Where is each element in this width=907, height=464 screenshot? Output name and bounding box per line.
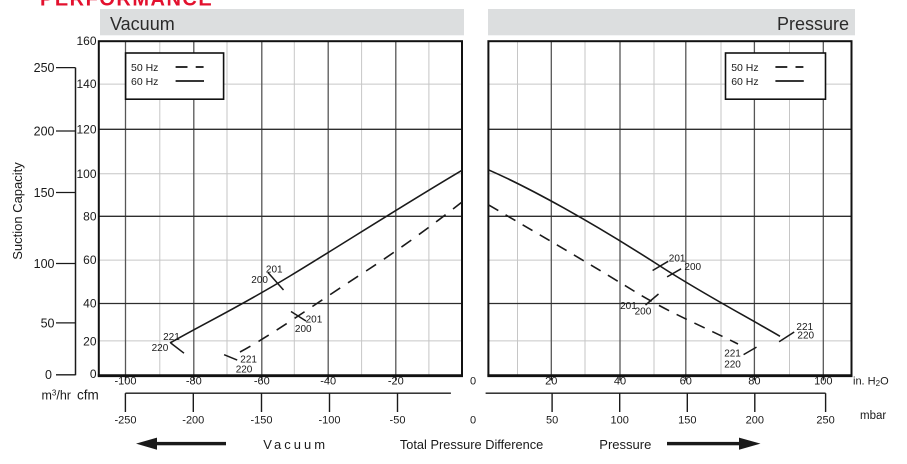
svg-text:60 Hz: 60 Hz xyxy=(131,76,158,88)
svg-text:-50: -50 xyxy=(390,415,406,427)
svg-text:250: 250 xyxy=(816,415,834,427)
svg-text:140: 140 xyxy=(76,77,96,91)
svg-text:220: 220 xyxy=(152,343,169,354)
svg-text:220: 220 xyxy=(724,360,741,371)
svg-text:221: 221 xyxy=(796,322,813,333)
svg-text:Pressure: Pressure xyxy=(599,437,651,452)
svg-text:200: 200 xyxy=(635,307,652,318)
svg-text:-150: -150 xyxy=(250,415,272,427)
svg-text:Pressure: Pressure xyxy=(777,14,849,34)
svg-text:201: 201 xyxy=(306,315,323,326)
svg-text:100: 100 xyxy=(611,415,629,427)
svg-text:in. H2O: in. H2O xyxy=(853,376,889,389)
svg-text:221: 221 xyxy=(163,332,180,343)
svg-text:Vacuum: Vacuum xyxy=(110,14,175,34)
svg-text:200: 200 xyxy=(34,124,55,138)
svg-text:150: 150 xyxy=(34,186,55,200)
svg-text:m3/hr: m3/hr xyxy=(42,389,71,403)
svg-text:-100: -100 xyxy=(114,376,136,388)
svg-text:Vacuum: Vacuum xyxy=(263,437,328,452)
svg-text:Suction Capacity: Suction Capacity xyxy=(10,162,25,260)
svg-text:80: 80 xyxy=(83,209,97,223)
svg-text:50 Hz: 50 Hz xyxy=(731,62,758,74)
svg-text:200: 200 xyxy=(684,262,701,273)
svg-text:Total Pressure Difference: Total Pressure Difference xyxy=(400,437,543,452)
svg-text:201: 201 xyxy=(669,254,686,265)
svg-text:120: 120 xyxy=(76,122,96,136)
svg-text:220: 220 xyxy=(236,364,253,375)
svg-text:40: 40 xyxy=(83,297,97,311)
svg-text:20: 20 xyxy=(83,335,97,349)
svg-text:40: 40 xyxy=(614,376,626,388)
svg-text:80: 80 xyxy=(748,376,760,388)
svg-text:cfm: cfm xyxy=(77,388,99,403)
svg-text:-60: -60 xyxy=(254,376,270,388)
svg-text:mbar: mbar xyxy=(860,410,886,422)
svg-text:100: 100 xyxy=(34,257,55,271)
svg-text:200: 200 xyxy=(746,415,764,427)
svg-text:50: 50 xyxy=(41,316,55,330)
svg-text:201: 201 xyxy=(266,264,283,275)
svg-text:100: 100 xyxy=(814,376,832,388)
svg-text:-80: -80 xyxy=(186,376,202,388)
svg-text:-200: -200 xyxy=(182,415,204,427)
svg-text:PERFORMANCE: PERFORMANCE xyxy=(40,0,213,11)
svg-text:0: 0 xyxy=(470,376,476,388)
svg-text:160: 160 xyxy=(76,34,96,48)
svg-text:200: 200 xyxy=(295,324,312,335)
svg-text:250: 250 xyxy=(34,61,55,75)
svg-text:100: 100 xyxy=(76,167,96,181)
svg-text:-40: -40 xyxy=(320,376,336,388)
svg-text:0: 0 xyxy=(470,415,476,427)
svg-text:150: 150 xyxy=(678,415,696,427)
svg-text:221: 221 xyxy=(724,349,741,360)
svg-text:-250: -250 xyxy=(114,415,136,427)
svg-text:-100: -100 xyxy=(318,415,340,427)
svg-text:50 Hz: 50 Hz xyxy=(131,62,158,74)
svg-text:60 Hz: 60 Hz xyxy=(731,76,758,88)
svg-text:60: 60 xyxy=(83,253,97,267)
svg-text:20: 20 xyxy=(545,376,557,388)
svg-text:221: 221 xyxy=(240,354,257,365)
svg-text:200: 200 xyxy=(251,275,268,286)
svg-text:60: 60 xyxy=(680,376,692,388)
svg-text:220: 220 xyxy=(797,330,814,341)
svg-text:201: 201 xyxy=(620,301,637,312)
svg-text:-20: -20 xyxy=(388,376,404,388)
svg-text:0: 0 xyxy=(90,367,97,381)
svg-text:50: 50 xyxy=(546,415,558,427)
svg-text:0: 0 xyxy=(45,368,52,382)
